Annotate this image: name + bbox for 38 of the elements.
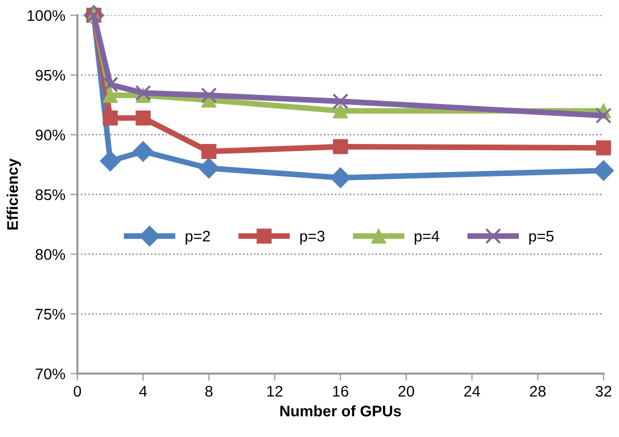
y-tick-label: 95% <box>36 70 66 81</box>
point <box>596 140 612 156</box>
y-tick-label: 85% <box>36 189 66 200</box>
point <box>132 141 154 162</box>
point <box>100 150 121 172</box>
point <box>201 144 216 159</box>
y-tick-label: 100% <box>28 10 66 21</box>
x-tick-label: 16 <box>333 386 348 397</box>
x-tick-label: 8 <box>205 386 212 397</box>
x-tick-label: 28 <box>530 386 546 397</box>
point <box>332 93 348 110</box>
legend-label: p=4 <box>414 230 440 245</box>
point <box>332 139 348 154</box>
y-axis-title: Efficiency <box>6 158 21 230</box>
x-tick-label: 12 <box>267 386 282 397</box>
x-tick-label: 20 <box>398 386 414 397</box>
point <box>593 160 614 181</box>
point <box>136 110 151 126</box>
x-tick-label: 24 <box>464 386 480 397</box>
x-tick-label: 4 <box>139 386 147 397</box>
point <box>332 103 348 118</box>
legend-label: p=5 <box>529 230 554 245</box>
y-tick-label: 80% <box>36 249 66 260</box>
x-tick-label: 32 <box>596 386 612 397</box>
point <box>200 87 217 104</box>
point <box>198 158 220 179</box>
x-tick-label: 0 <box>74 386 82 397</box>
y-tick-label: 75% <box>36 308 66 320</box>
x-axis-title: Number of GPUs <box>280 405 401 416</box>
point <box>102 76 118 93</box>
point <box>596 108 612 124</box>
y-tick-label: 70% <box>36 368 66 380</box>
y-tick-label: 90% <box>36 130 66 140</box>
point <box>330 167 351 188</box>
legend-label: p=2 <box>186 230 210 245</box>
point <box>102 110 118 126</box>
legend-label: p=3 <box>300 230 324 245</box>
point <box>135 84 152 101</box>
